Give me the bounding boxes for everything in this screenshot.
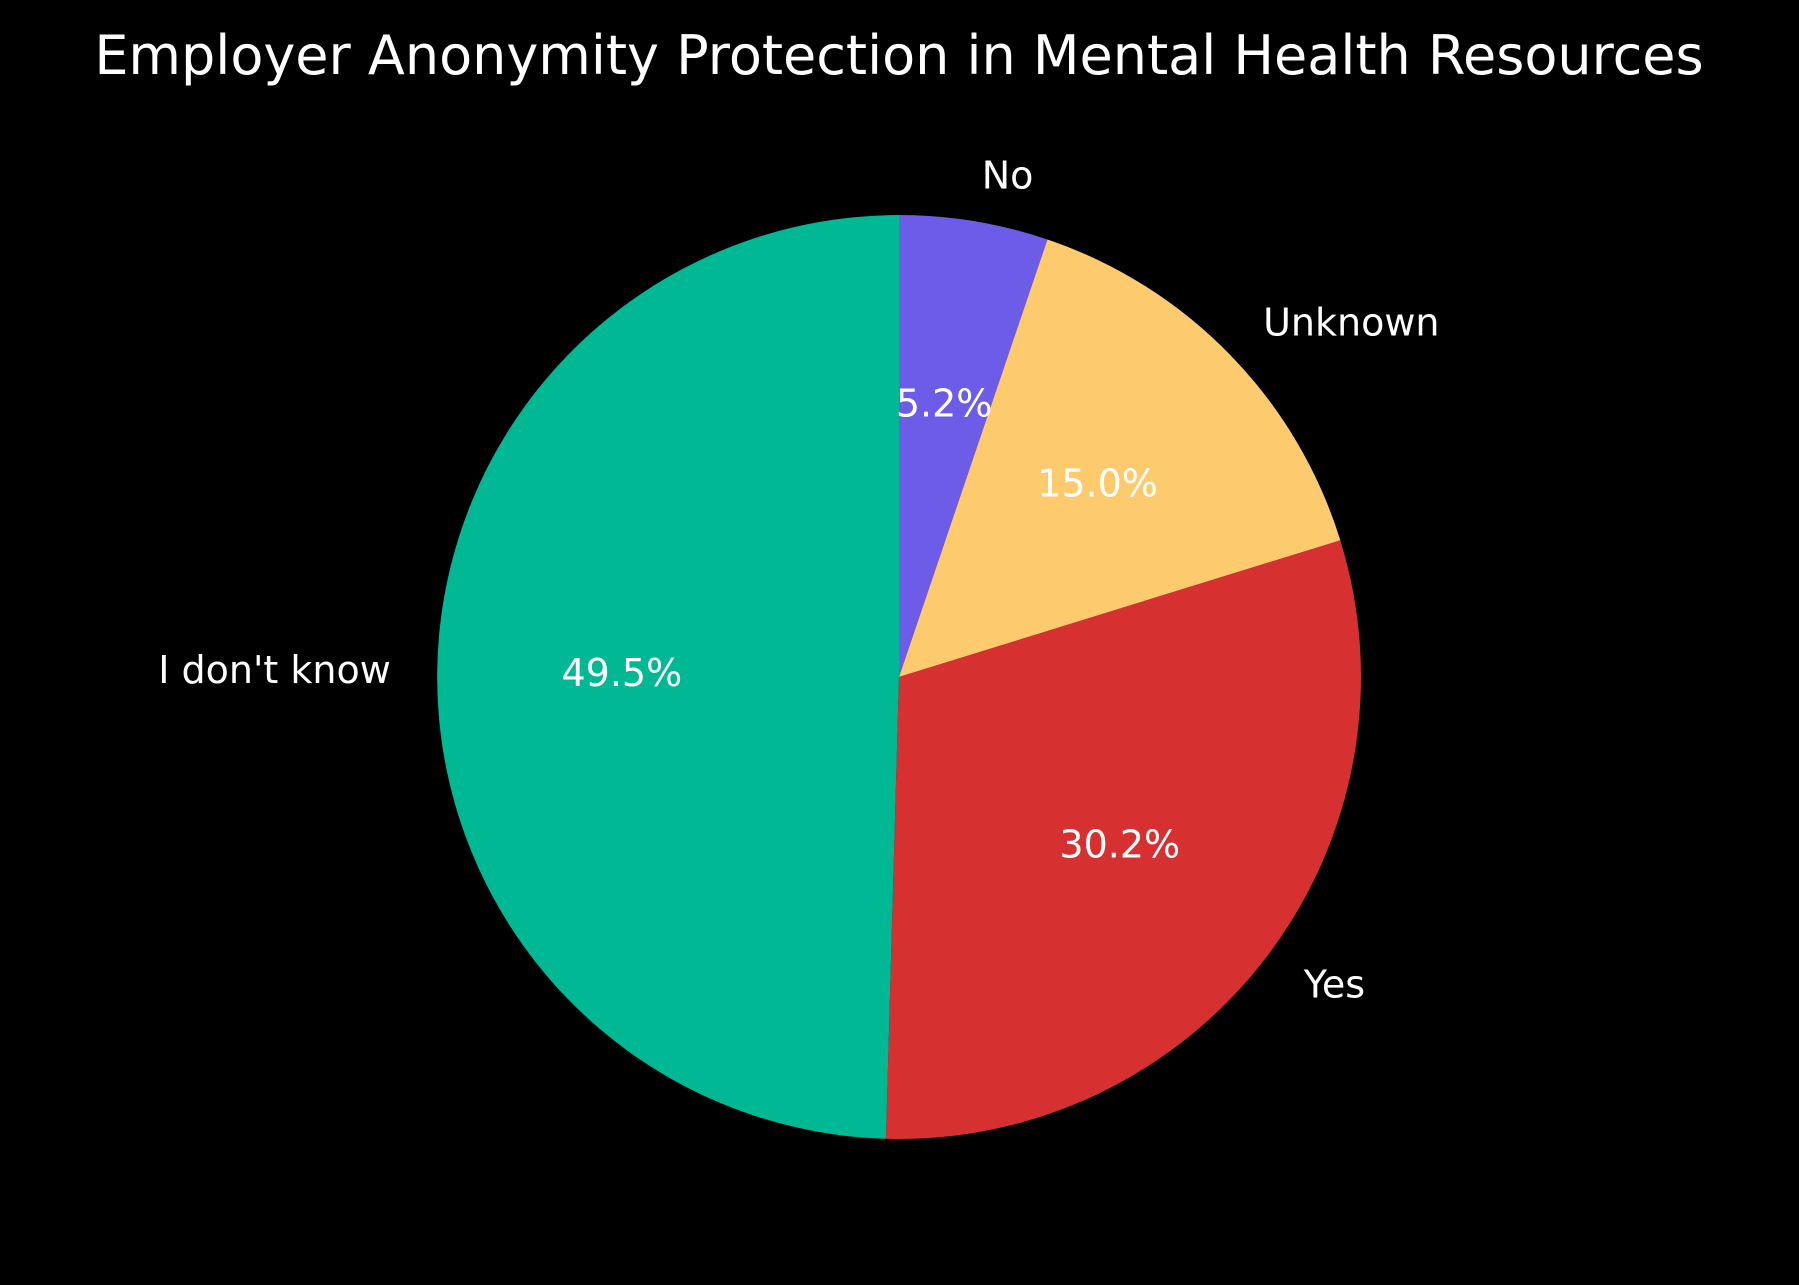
pie-slices: [437, 215, 1361, 1139]
slice-category-label: Yes: [1303, 962, 1365, 1006]
slice-percent-label: 49.5%: [561, 651, 682, 695]
slice-percent-label: 5.2%: [896, 382, 993, 426]
pie-slice-unknown: [899, 239, 1341, 678]
chart-title: Employer Anonymity Protection in Mental …: [94, 24, 1703, 87]
pie-slice-yes: [885, 540, 1361, 1139]
slice-category-label: I don't know: [158, 648, 391, 692]
pie-slice-no: [899, 215, 1048, 677]
slice-category-label: Unknown: [1263, 300, 1439, 344]
pie-slice-i-don-t-know: [437, 215, 899, 1139]
pie-labels: 5.2% No 15.0% Unknown 30.2% Yes 49.5% I don't k…: [158, 154, 1439, 1007]
slice-percent-label: 30.2%: [1059, 823, 1180, 867]
slice-percent-label: 15.0%: [1037, 462, 1158, 506]
slice-category-label: No: [982, 154, 1034, 198]
